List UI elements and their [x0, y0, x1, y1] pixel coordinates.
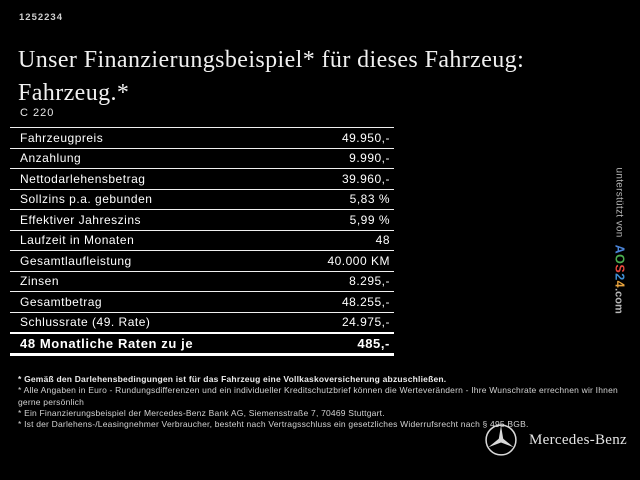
- row-label: Gesamtlaufleistung: [20, 253, 132, 268]
- row-value: 40.000 KM: [327, 253, 390, 268]
- table-row: Gesamtlaufleistung 40.000 KM: [10, 250, 394, 271]
- supported-by-watermark: unterstützt von AOS24.com: [612, 168, 628, 353]
- mercedes-wordmark: Mercedes-Benz: [529, 431, 628, 448]
- page-title-line1: Unser Finanzierungsbeispiel* für dieses …: [18, 47, 525, 73]
- row-label: Gesamtbetrag: [20, 294, 103, 309]
- footnotes: * Gemäß den Darlehensbedingungen ist für…: [18, 374, 628, 430]
- row-label: Laufzeit in Monaten: [20, 233, 135, 248]
- aos24-logo-letter: A: [612, 244, 627, 255]
- table-row: Sollzins p.a. gebunden 5,83 %: [10, 188, 394, 210]
- aos24-logo-letter: S: [612, 264, 627, 274]
- mercedes-star-icon: [485, 424, 517, 456]
- supported-by-label: unterstützt von: [614, 167, 625, 238]
- row-value: 48: [375, 233, 390, 248]
- footnote-line: * Alle Angaben in Euro - Rundungsdiffere…: [18, 385, 618, 407]
- footnote-line: * Ist der Darlehens-/Leasingnehmer Verbr…: [18, 419, 529, 430]
- table-row-total: 48 Monatliche Raten zu je 485,-: [10, 332, 394, 356]
- aos24-logo-letter: 4: [612, 280, 627, 289]
- aos24-logo: AOS24.com: [613, 245, 627, 314]
- vehicle-model-label: C 220: [20, 107, 55, 119]
- row-label: Anzahlung: [20, 151, 82, 166]
- row-value: 9.990,-: [349, 151, 390, 166]
- table-row: Fahrzeugpreis 49.950,-: [10, 127, 394, 148]
- row-label: Effektiver Jahreszins: [20, 212, 141, 227]
- page-title: Unser Finanzierungsbeispiel* für dieses …: [18, 44, 524, 110]
- row-value: 5,83 %: [349, 192, 390, 207]
- table-row: Nettodarlehensbetrag 39.960,-: [10, 168, 394, 189]
- mercedes-brand: Mercedes-Benz: [484, 423, 627, 457]
- row-label: 48 Monatliche Raten zu je: [20, 335, 194, 351]
- row-value: 5,99 %: [349, 212, 390, 227]
- table-row: Gesamtbetrag 48.255,-: [10, 291, 394, 312]
- row-value: 39.960,-: [341, 171, 390, 186]
- table-row: Schlussrate (49. Rate) 24.975,-: [10, 311, 394, 333]
- footnote-line: * Ein Finanzierungsbeispiel der Mercedes…: [18, 407, 385, 418]
- row-value: 8.295,-: [349, 274, 390, 289]
- aos24-logo-suffix: .com: [612, 288, 625, 314]
- row-value: 485,-: [357, 335, 390, 351]
- row-value: 24.975,-: [341, 315, 390, 330]
- footnote-line: * Gemäß den Darlehensbedingungen ist für…: [18, 374, 447, 384]
- row-label: Schlussrate (49. Rate): [20, 315, 151, 330]
- document-number: 1252234: [19, 12, 63, 23]
- table-row: Zinsen 8.295,-: [10, 270, 394, 292]
- row-label: Sollzins p.a. gebunden: [20, 192, 153, 207]
- row-label: Zinsen: [20, 274, 60, 289]
- finance-table: Fahrzeugpreis 49.950,- Anzahlung 9.990,- Net…: [10, 127, 394, 356]
- table-row: Effektiver Jahreszins 5,99 %: [10, 209, 394, 230]
- aos24-logo-letter: O: [612, 254, 627, 265]
- row-label: Nettodarlehensbetrag: [20, 171, 146, 186]
- row-value: 49.950,-: [341, 130, 390, 145]
- row-label: Fahrzeugpreis: [20, 130, 104, 145]
- table-row: Anzahlung 9.990,-: [10, 147, 394, 169]
- table-row: Laufzeit in Monaten 48: [10, 229, 394, 251]
- page-title-line2: Fahrzeug.*: [18, 80, 130, 106]
- row-value: 48.255,-: [341, 294, 390, 309]
